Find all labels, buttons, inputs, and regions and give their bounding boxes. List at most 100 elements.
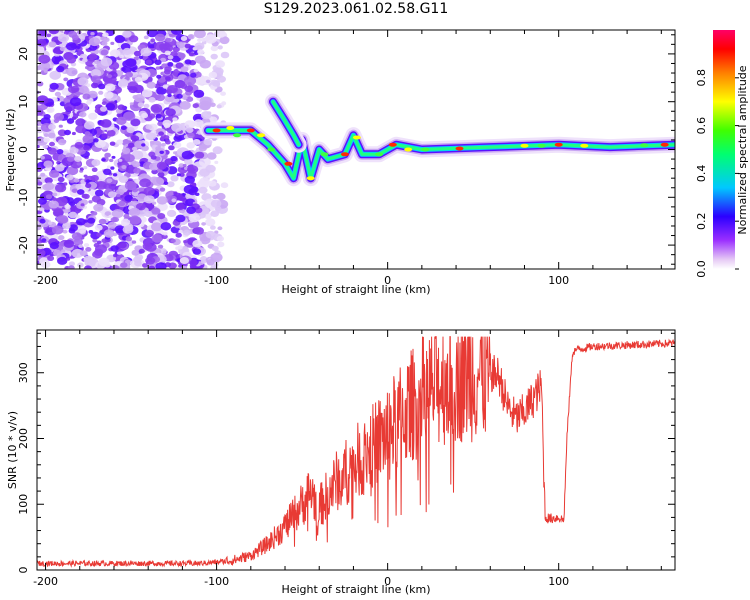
noise-blob bbox=[75, 118, 86, 127]
noise-blob bbox=[37, 45, 45, 55]
noise-blob bbox=[193, 68, 199, 73]
noise-blob bbox=[148, 162, 159, 171]
noise-blob bbox=[181, 150, 194, 160]
noise-blob bbox=[79, 250, 88, 257]
noise-blob bbox=[88, 53, 98, 60]
noise-blob bbox=[128, 86, 138, 94]
noise-blob bbox=[178, 229, 183, 234]
bottom-x-axis-label: Height of straight line (km) bbox=[281, 583, 430, 596]
noise-blob bbox=[107, 221, 117, 229]
noise-blob bbox=[145, 256, 156, 265]
colorbar-ticks: 0.0 0.2 0.4 0.6 0.8 bbox=[695, 69, 739, 278]
noise-blob bbox=[197, 49, 205, 55]
colorbar-tick-label: 0.0 bbox=[695, 260, 708, 278]
noise-blob bbox=[82, 58, 88, 63]
noise-blob bbox=[160, 57, 167, 63]
noise-blob bbox=[203, 212, 212, 220]
noise-blob bbox=[120, 262, 128, 268]
noise-blob bbox=[103, 229, 115, 238]
noise-blob bbox=[103, 37, 110, 43]
noise-blob bbox=[205, 164, 216, 173]
noise-blob bbox=[217, 226, 223, 231]
x-tick-label: 0 bbox=[384, 274, 391, 287]
noise-blob bbox=[178, 52, 186, 59]
noise-blob bbox=[104, 83, 116, 92]
noise-blob bbox=[215, 60, 226, 68]
noise-blob bbox=[210, 252, 223, 263]
noise-blob bbox=[157, 244, 164, 249]
noise-blob bbox=[217, 75, 226, 83]
x-tick-label: -200 bbox=[33, 575, 58, 588]
noise-blob bbox=[73, 178, 80, 183]
noise-blob bbox=[139, 178, 152, 188]
noise-blob bbox=[159, 166, 165, 170]
noise-blob bbox=[156, 196, 168, 205]
noise-blob bbox=[162, 231, 168, 236]
noise-blob bbox=[146, 30, 158, 38]
noise-blob bbox=[165, 139, 171, 145]
noise-blob bbox=[130, 118, 141, 127]
ridge-peak bbox=[660, 142, 669, 147]
noise-blob bbox=[49, 242, 59, 250]
noise-blob bbox=[70, 85, 80, 93]
noise-blob bbox=[192, 103, 199, 109]
noise-blob bbox=[46, 106, 55, 113]
noise-blob bbox=[197, 38, 202, 43]
noise-blob bbox=[118, 175, 129, 183]
noise-blob bbox=[143, 186, 155, 196]
noise-blob bbox=[37, 38, 47, 47]
noise-blob bbox=[62, 229, 68, 234]
noise-blob bbox=[180, 66, 189, 73]
noise-blob bbox=[175, 232, 182, 238]
noise-blob bbox=[71, 188, 78, 193]
y-tick-label: 200 bbox=[17, 428, 30, 449]
noise-blob bbox=[150, 103, 163, 113]
noise-blob bbox=[155, 262, 167, 269]
noise-blob bbox=[166, 209, 177, 217]
noise-blob bbox=[66, 55, 77, 64]
noise-blob bbox=[90, 175, 99, 182]
noise-blob bbox=[119, 54, 124, 59]
noise-blob bbox=[159, 187, 166, 192]
noise-blob bbox=[71, 131, 76, 136]
noise-blob bbox=[121, 218, 131, 226]
noise-blob bbox=[111, 155, 116, 159]
noise-blob bbox=[164, 37, 171, 43]
noise-blob bbox=[83, 166, 88, 170]
noise-blob bbox=[159, 150, 164, 154]
noise-blob bbox=[96, 240, 102, 245]
noise-blob bbox=[37, 95, 49, 105]
noise-blob bbox=[200, 111, 212, 120]
noise-blob bbox=[155, 113, 162, 119]
noise-blob bbox=[95, 244, 107, 254]
noise-blob bbox=[184, 175, 195, 184]
noise-blob bbox=[198, 157, 211, 167]
noise-blob bbox=[104, 211, 111, 217]
noise-blob bbox=[83, 243, 90, 248]
noise-blob bbox=[118, 241, 127, 249]
ridge-peak bbox=[233, 133, 242, 138]
noise-blob bbox=[155, 94, 165, 102]
noise-blob bbox=[97, 83, 106, 90]
noise-blob bbox=[190, 186, 199, 193]
noise-blob bbox=[137, 102, 145, 108]
noise-blob bbox=[182, 163, 187, 167]
noise-blob bbox=[113, 253, 118, 258]
noise-blob bbox=[125, 236, 132, 242]
noise-blob bbox=[132, 161, 141, 168]
colorbar-tick-label: 0.6 bbox=[695, 117, 708, 135]
noise-blob bbox=[105, 103, 116, 111]
noise-blob bbox=[109, 158, 114, 163]
noise-blob bbox=[176, 41, 185, 49]
noise-blob bbox=[210, 53, 218, 60]
noise-blob bbox=[164, 50, 171, 56]
noise-blob bbox=[39, 207, 45, 212]
noise-blob bbox=[90, 75, 101, 83]
noise-blob bbox=[156, 74, 162, 79]
noise-blob bbox=[63, 30, 69, 35]
noise-blob bbox=[187, 34, 195, 40]
noise-blob bbox=[156, 161, 167, 170]
noise-blob bbox=[184, 43, 191, 49]
noise-blob bbox=[179, 101, 191, 110]
noise-blob bbox=[122, 30, 132, 38]
